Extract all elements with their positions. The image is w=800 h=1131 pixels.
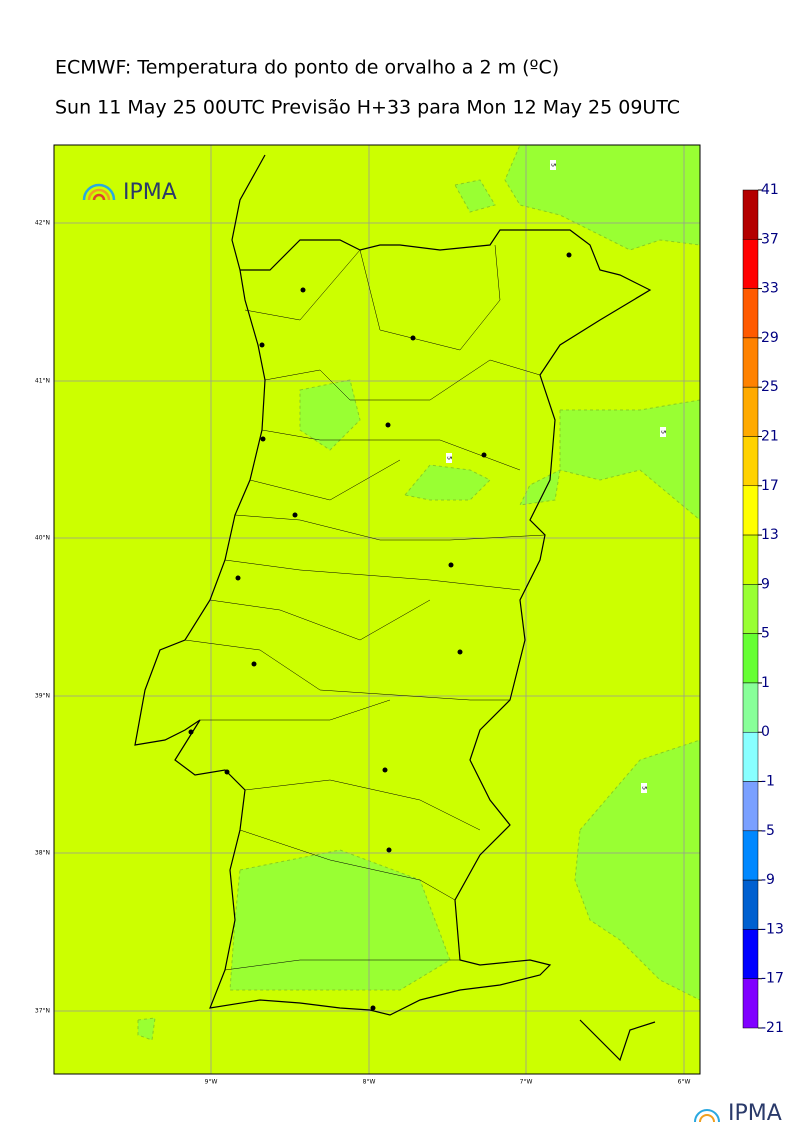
colorbar-label: 17 — [761, 478, 779, 494]
colorbar-label: -13 — [761, 921, 784, 937]
contour-label-bg — [550, 160, 556, 170]
colorbar-label: -1 — [761, 774, 775, 790]
colorbar-segment — [742, 929, 759, 979]
colorbar-segment — [742, 978, 759, 1029]
subtitle: Sun 11 May 25 00UTC Previsão H+33 para M… — [55, 97, 680, 119]
coastline-borders — [134, 154, 656, 1062]
contour-label-bg — [446, 453, 452, 463]
colorbar-segment — [742, 781, 759, 832]
title: ECMWF: Temperatura do ponto de orvalho a… — [55, 57, 559, 79]
lon-label: 8°W — [363, 1079, 376, 1086]
colorbar-label: 9 — [761, 576, 770, 592]
colorbar-label: 37 — [761, 231, 779, 247]
contour-label: 5 — [446, 456, 453, 460]
colorbar-segment — [742, 386, 759, 437]
colorbar-segment — [742, 189, 759, 240]
lon-label: 9°W — [205, 1079, 218, 1086]
colorbar-label: -9 — [761, 872, 775, 888]
colorbar-segment — [742, 288, 759, 339]
contour-areas — [137, 144, 701, 1041]
colorbar-segment — [742, 682, 759, 733]
footer-logo-icon — [694, 1109, 720, 1123]
city-dots — [188, 252, 572, 1011]
colorbar-label: 21 — [761, 428, 779, 444]
lat-label: 37°N — [35, 1008, 50, 1015]
colorbar-segment — [742, 879, 759, 930]
lon-label: 7°W — [520, 1079, 533, 1086]
colorbar-label: 41 — [761, 182, 779, 198]
colorbar-segment — [742, 239, 759, 289]
lat-label: 39°N — [35, 693, 50, 700]
colorbar-label: 13 — [761, 527, 779, 543]
colorbar-label: 5 — [761, 626, 770, 642]
colorbar-segment — [742, 485, 759, 536]
lat-label: 41°N — [35, 378, 50, 385]
lat-label: 42°N — [35, 220, 50, 227]
colorbar-label: 29 — [761, 330, 779, 346]
contour-label-bg — [641, 783, 647, 793]
district-borders — [184, 244, 546, 971]
footer-logo: IPMA — [728, 1101, 782, 1126]
colorbar-segment — [742, 436, 759, 487]
lat-label: 38°N — [35, 850, 50, 857]
colorbar-label: -21 — [761, 1020, 784, 1036]
graticule — [54, 145, 700, 1074]
colorbar-segment — [742, 830, 759, 881]
colorbar-segment — [742, 584, 759, 634]
colorbar-label: 0 — [761, 724, 770, 740]
map-logo: IPMA — [123, 180, 177, 205]
contour-label: 5 — [641, 786, 648, 790]
colorbar-label: -5 — [761, 823, 775, 839]
colorbar-label: 25 — [761, 379, 779, 395]
contour-label: 5 — [660, 430, 667, 434]
logo-icon — [82, 183, 116, 201]
colorbar-segment — [742, 633, 759, 684]
colorbar-segment — [742, 337, 759, 388]
contour-label-bg — [660, 427, 666, 437]
colorbar-label: 1 — [761, 675, 770, 691]
lat-label: 40°N — [35, 535, 50, 542]
colorbar-segment — [742, 534, 759, 585]
colorbar-segment — [742, 731, 759, 782]
colorbar-label: 33 — [761, 281, 779, 297]
lon-label: 6°W — [678, 1079, 691, 1086]
contour-label: 5 — [550, 163, 557, 167]
colorbar-label: -17 — [761, 971, 784, 987]
map-frame — [53, 144, 701, 1075]
